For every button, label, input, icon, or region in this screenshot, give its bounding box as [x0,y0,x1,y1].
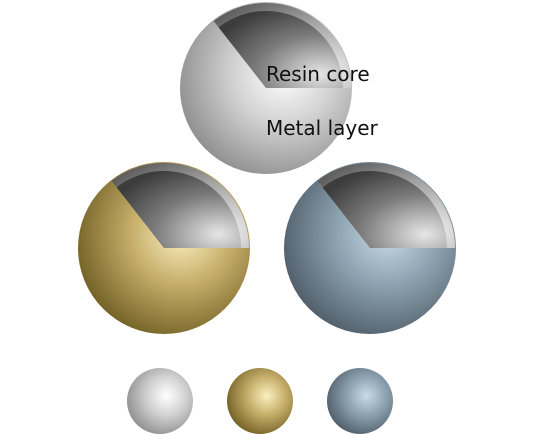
blue-steel-swatch [327,368,393,434]
silver-sphere [180,2,352,174]
sphere-group [78,2,456,334]
swatch-group [127,368,393,434]
silver-swatch [127,368,193,434]
resin-core-label: Resin core [266,62,370,86]
blue-steel-sphere [284,162,456,334]
silver-sphere-core-cut [218,10,343,88]
gold-sphere-core-cut [116,170,242,248]
blue-steel-sphere-core-cut [322,170,447,248]
gold-swatch [227,368,293,434]
gold-sphere [78,162,250,334]
metal-layer-label: Metal layer [266,116,379,140]
